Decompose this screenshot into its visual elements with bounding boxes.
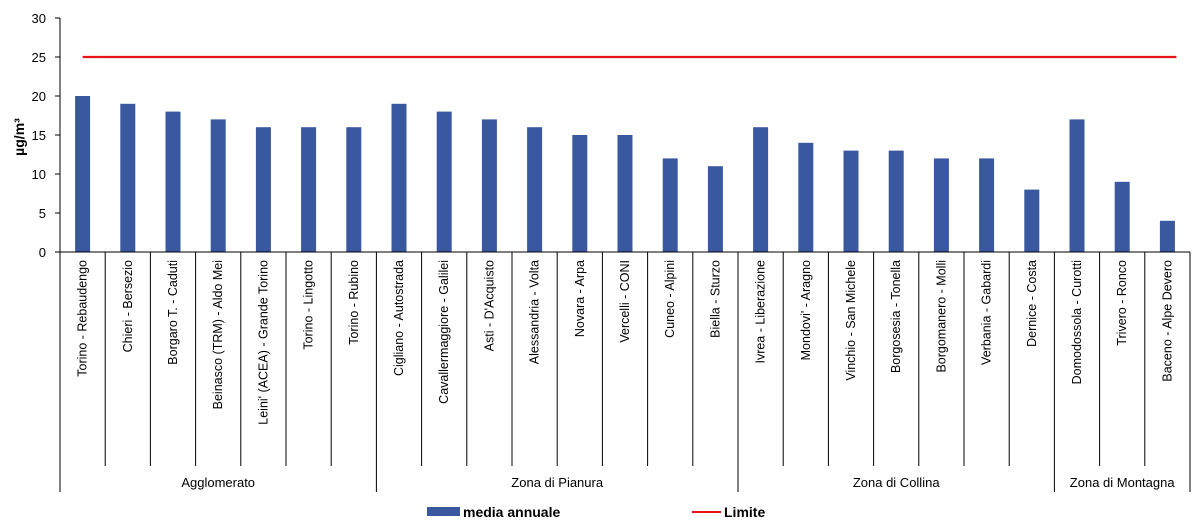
bar (1069, 119, 1085, 253)
legend-swatch-media-annuale (427, 507, 460, 516)
y-tick-label: 25 (32, 50, 46, 65)
x-tick-label: Trivero - Ronco (1115, 260, 1129, 346)
bar (165, 111, 181, 252)
bar (1024, 189, 1040, 252)
group-label: Zona di Montagna (1070, 475, 1176, 490)
y-tick-label: 5 (39, 206, 46, 221)
bar (798, 142, 814, 252)
y-tick-label: 0 (39, 245, 46, 260)
x-tick-label: Biella - Sturzo (708, 260, 722, 338)
x-tick-label: Torino - Rubino (347, 260, 361, 345)
bar (481, 119, 497, 253)
bar (933, 158, 949, 252)
y-tick-label: 30 (32, 11, 46, 26)
bar (75, 96, 91, 252)
bar (753, 127, 769, 252)
y-axis: 0 5 10 15 20 25 30 (32, 11, 61, 260)
x-tick-label: Vercelli - CONI (618, 260, 632, 343)
x-tick-label: Domodossola - Curotti (1070, 260, 1084, 384)
bar (436, 111, 452, 252)
bar (888, 150, 904, 252)
x-axis: Torino - Rebaudengo Chieri - Bersezio Borg… (59, 251, 1191, 492)
x-tick-label: Verbania - Gabardi (980, 260, 994, 365)
y-tick-label: 15 (32, 128, 46, 143)
bar (979, 158, 995, 252)
x-tick-label: Borgomanero - Molli (934, 260, 948, 373)
x-tick-label: Vinchio - San Michele (844, 260, 858, 381)
bar (120, 103, 136, 252)
bar (1159, 220, 1175, 252)
bar (210, 119, 226, 253)
bar (617, 135, 633, 252)
group-label: Agglomerato (181, 475, 255, 490)
x-tick-label: Mondovi' - Aragno (799, 260, 813, 360)
group-labels: Agglomerato Zona di Pianura Zona di Collin… (181, 475, 1175, 490)
bar (662, 158, 678, 252)
bar (707, 166, 723, 252)
x-tick-label: Dernice - Costa (1025, 260, 1039, 347)
y-tick-label: 10 (32, 167, 46, 182)
group-label: Zona di Collina (853, 475, 940, 490)
legend-label-limite: Limite (724, 504, 765, 520)
x-tick-label: Cigliano - Autostrada (392, 260, 406, 376)
legend: media annuale Limite (427, 504, 765, 520)
x-tick-label: Torino - Rebaudengo (76, 260, 90, 377)
bar (301, 127, 317, 252)
x-tick-label: Chieri - Bersezio (121, 260, 135, 352)
x-tick-label: Novara - Arpa (573, 260, 587, 337)
x-tick-label: Cuneo - Alpini (663, 260, 677, 338)
x-tick-label: Asti - D'Acquisto (482, 260, 496, 351)
bar (391, 103, 407, 252)
x-tick-label: Torino - Lingotto (302, 260, 316, 350)
bar (1114, 181, 1130, 252)
bars (75, 96, 1175, 253)
legend-label-media-annuale: media annuale (463, 504, 560, 520)
x-tick-label: Cavallermaggiore - Galilei (437, 260, 451, 404)
y-tick-label: 20 (32, 89, 46, 104)
bar (255, 127, 271, 252)
group-label: Zona di Pianura (511, 475, 604, 490)
y-axis-label: µg/m³ (11, 118, 27, 156)
bar (572, 135, 588, 252)
x-tick-label: Beinasco (TRM) - Aldo Mei (211, 260, 225, 409)
bar (346, 127, 362, 252)
x-tick-label: Baceno - Alpe Devero (1160, 260, 1174, 382)
x-tick-label: Borgosesia - Tonella (889, 260, 903, 373)
x-tick-label: Alessandria - Volta (528, 260, 542, 364)
x-tick-label: Leini' (ACEA) - Grande Torino (256, 260, 270, 425)
x-tick-label: Borgaro T. - Caduti (166, 260, 180, 365)
x-tick-label: Ivrea - Liberazione (754, 260, 768, 364)
bar (843, 150, 859, 252)
bar (527, 127, 543, 252)
